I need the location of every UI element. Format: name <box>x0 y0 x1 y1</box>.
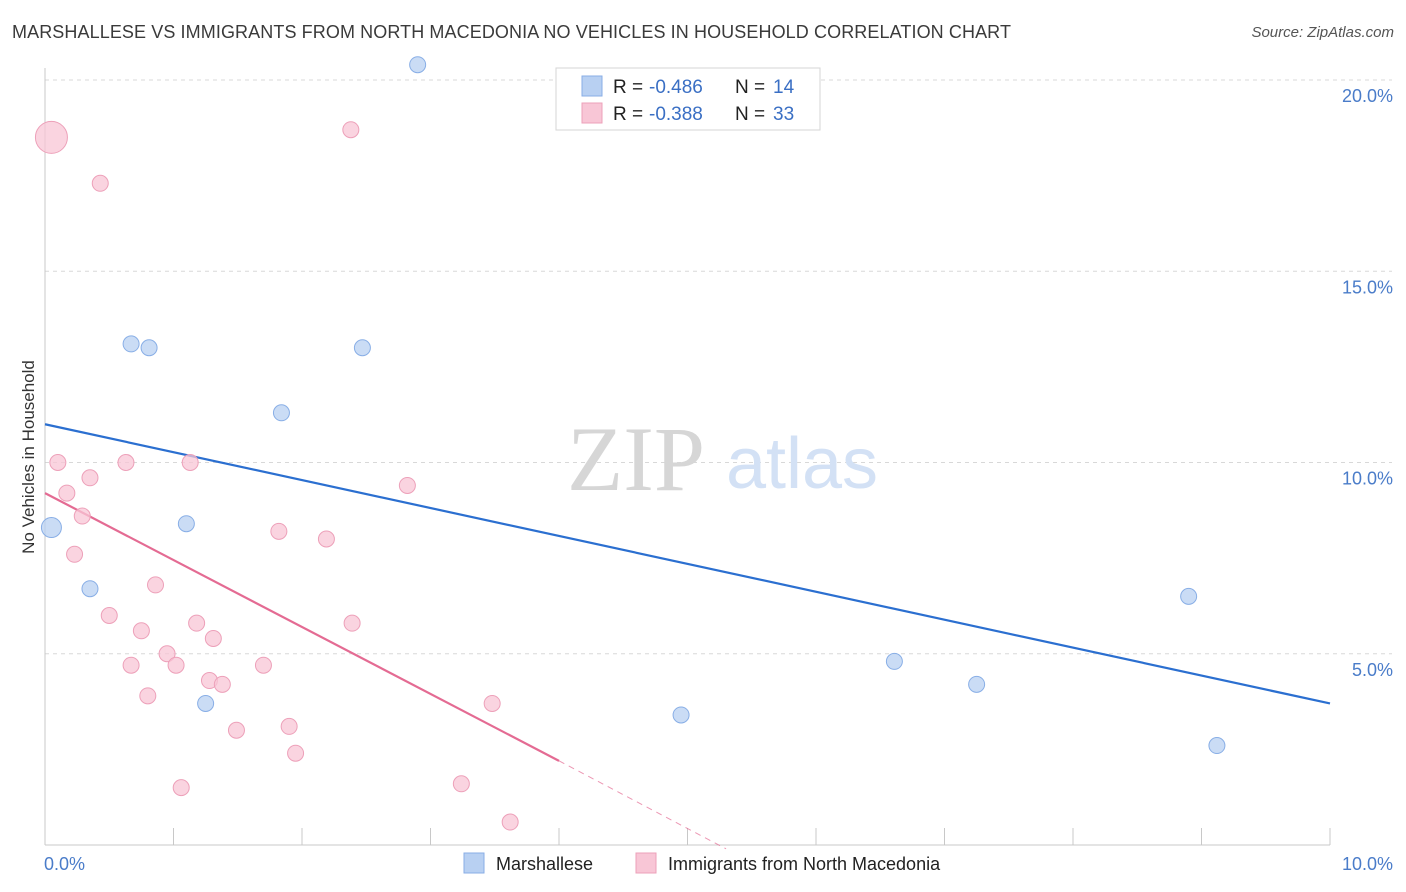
point-macedonia <box>213 675 231 693</box>
y-tick-label: 15.0% <box>1342 277 1393 297</box>
watermark: ZIP atlas <box>567 408 878 510</box>
point-marshallese <box>1208 737 1226 755</box>
point-macedonia <box>227 721 245 739</box>
y-axis-label: No Vehicles in Household <box>19 360 38 554</box>
point-macedonia <box>188 614 206 632</box>
legend-swatch-marshallese <box>581 75 603 97</box>
legend: R = -0.486 N = 14 R = -0.388 N = 33 <box>555 67 821 131</box>
point-marshallese <box>968 675 986 693</box>
watermark-atlas: atlas <box>726 424 878 504</box>
point-macedonia <box>122 656 140 674</box>
point-marshallese <box>140 339 158 357</box>
point-marshallese <box>40 517 62 539</box>
trend-line-marshallese <box>44 423 1331 705</box>
point-macedonia <box>452 775 470 793</box>
legend-swatch-macedonia <box>581 102 603 124</box>
point-marshallese <box>177 515 195 533</box>
legend-n-value: 33 <box>773 104 794 125</box>
point-macedonia <box>343 614 361 632</box>
data-points <box>34 56 1226 831</box>
point-marshallese <box>672 706 690 724</box>
point-macedonia <box>280 717 298 735</box>
legend-r-label: R = <box>613 77 643 98</box>
point-macedonia <box>167 656 185 674</box>
trend-lines <box>44 423 1331 850</box>
point-macedonia <box>158 645 176 663</box>
watermark-zip: ZIP <box>567 408 705 510</box>
source-credit: Source: ZipAtlas.com <box>1251 24 1394 41</box>
chart-title: MARSHALLESE VS IMMIGRANTS FROM NORTH MAC… <box>12 22 1012 42</box>
point-macedonia <box>147 576 165 594</box>
point-macedonia <box>181 454 199 471</box>
axes: 0.0% 10.0% <box>44 68 1393 874</box>
point-marshallese <box>1180 587 1198 605</box>
point-macedonia <box>287 744 305 762</box>
bottom-legend-swatch-marshallese <box>463 852 485 874</box>
trend-line-macedonia <box>44 492 560 762</box>
trend-line-extension-macedonia <box>558 760 727 850</box>
legend-n-label: N = <box>735 104 765 125</box>
bottom-legend-label-marshallese: Marshallese <box>496 854 593 874</box>
x-tick-label: 10.0% <box>1342 854 1393 874</box>
y-tick-label: 5.0% <box>1352 660 1393 680</box>
point-macedonia <box>49 454 67 471</box>
point-macedonia <box>132 622 150 640</box>
y-tick-label: 10.0% <box>1342 469 1393 489</box>
legend-n-value: 14 <box>773 77 795 98</box>
point-marshallese <box>122 335 140 353</box>
point-macedonia <box>58 484 76 502</box>
point-macedonia <box>172 779 190 797</box>
point-macedonia <box>342 121 360 139</box>
point-macedonia <box>483 694 501 712</box>
point-marshallese <box>197 694 215 712</box>
point-marshallese <box>885 652 903 670</box>
point-marshallese <box>272 404 290 422</box>
point-macedonia <box>204 629 222 647</box>
grid: 5.0% 10.0% 15.0% 20.0% <box>45 79 1393 680</box>
point-macedonia <box>317 530 335 548</box>
bottom-legend: Marshallese Immigrants from North Macedo… <box>463 852 941 874</box>
legend-r-label: R = <box>613 104 643 125</box>
point-macedonia <box>117 454 135 471</box>
point-macedonia <box>254 656 272 674</box>
point-macedonia <box>100 607 118 624</box>
bottom-legend-label-macedonia: Immigrants from North Macedonia <box>668 854 941 874</box>
point-macedonia <box>91 174 109 192</box>
point-macedonia <box>81 469 99 487</box>
point-macedonia <box>66 545 84 563</box>
point-macedonia <box>73 507 91 525</box>
bottom-legend-swatch-macedonia <box>635 852 657 874</box>
point-marshallese <box>353 339 371 357</box>
point-macedonia <box>139 687 157 705</box>
point-macedonia <box>34 120 68 154</box>
point-marshallese <box>409 56 427 74</box>
legend-r-value: -0.388 <box>649 104 703 125</box>
legend-r-value: -0.486 <box>649 77 703 98</box>
point-macedonia <box>398 476 416 494</box>
point-marshallese <box>81 580 99 598</box>
y-tick-label: 20.0% <box>1342 86 1393 106</box>
x-tick-label: 0.0% <box>44 854 85 874</box>
point-macedonia <box>270 522 288 540</box>
point-macedonia <box>501 813 519 831</box>
legend-n-label: N = <box>735 77 765 98</box>
